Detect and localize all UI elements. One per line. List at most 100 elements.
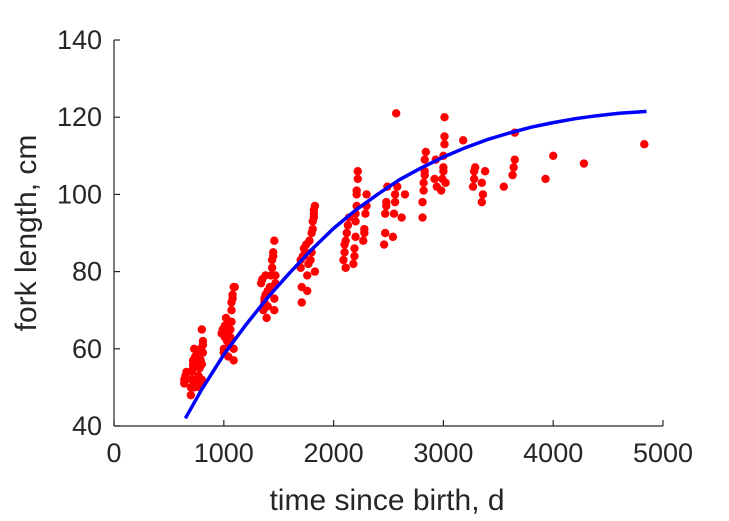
data-point bbox=[420, 155, 429, 164]
data-point bbox=[418, 213, 427, 222]
data-point bbox=[419, 178, 428, 188]
data-point bbox=[308, 224, 317, 234]
data-point bbox=[350, 244, 359, 253]
data-point bbox=[440, 132, 449, 141]
data-point bbox=[389, 209, 399, 218]
data-point bbox=[440, 140, 449, 149]
data-point bbox=[421, 147, 431, 157]
data-point bbox=[310, 267, 320, 276]
data-point bbox=[379, 240, 389, 249]
data-point bbox=[306, 255, 315, 265]
y-tick-label: 140 bbox=[57, 25, 102, 55]
y-tick-label: 120 bbox=[57, 102, 102, 132]
data-point bbox=[303, 286, 312, 296]
data-point bbox=[310, 201, 320, 211]
data-point bbox=[439, 163, 448, 172]
data-point bbox=[263, 302, 272, 311]
data-point bbox=[418, 197, 427, 207]
data-point bbox=[382, 197, 391, 207]
data-point bbox=[381, 209, 390, 218]
data-point bbox=[419, 186, 428, 195]
x-tick-label: 0 bbox=[106, 438, 121, 468]
data-point bbox=[197, 325, 207, 334]
data-point bbox=[469, 174, 479, 184]
data-point bbox=[388, 232, 398, 242]
x-axis-label: time since birth, d bbox=[269, 484, 504, 517]
data-point bbox=[229, 356, 238, 365]
data-point bbox=[198, 336, 208, 346]
data-point bbox=[226, 333, 235, 342]
data-point bbox=[305, 236, 314, 245]
data-point bbox=[303, 271, 312, 280]
data-point bbox=[262, 313, 271, 323]
data-point bbox=[430, 174, 439, 184]
data-point bbox=[226, 325, 235, 334]
data-point bbox=[390, 197, 400, 207]
x-tick-label: 1000 bbox=[194, 438, 254, 468]
ticks: 0 1000 2000 3000 4000 5000 40 60 80 100 120 140 bbox=[57, 25, 693, 468]
data-point bbox=[458, 136, 468, 145]
x-tick-label: 2000 bbox=[304, 438, 364, 468]
data-point bbox=[509, 163, 518, 172]
data-point bbox=[640, 140, 649, 149]
data-point bbox=[510, 155, 519, 164]
data-point bbox=[349, 259, 358, 269]
data-point bbox=[342, 228, 351, 238]
data-point bbox=[353, 174, 362, 184]
data-point bbox=[359, 236, 368, 245]
data-point bbox=[437, 186, 446, 195]
data-point bbox=[186, 390, 196, 400]
data-point bbox=[579, 159, 589, 168]
y-tick-label: 100 bbox=[57, 179, 102, 209]
data-point bbox=[230, 282, 239, 292]
data-point bbox=[343, 221, 353, 230]
fit-curve-group bbox=[183, 109, 647, 420]
x-tick-label: 5000 bbox=[633, 438, 693, 468]
x-tick-label: 4000 bbox=[523, 438, 583, 468]
data-point bbox=[297, 298, 306, 307]
data-point bbox=[499, 182, 508, 191]
data-point bbox=[361, 209, 370, 218]
y-tick-label: 60 bbox=[72, 334, 102, 364]
data-point bbox=[227, 306, 236, 315]
data-point bbox=[391, 109, 401, 118]
data-point bbox=[471, 163, 480, 172]
data-point bbox=[440, 113, 449, 122]
data-point bbox=[390, 190, 400, 199]
fit-curve bbox=[183, 109, 647, 420]
axes bbox=[113, 40, 663, 427]
y-tick-label: 40 bbox=[72, 411, 102, 441]
data-point bbox=[397, 213, 406, 222]
data-point bbox=[197, 360, 207, 369]
data-point bbox=[270, 294, 279, 303]
data-point bbox=[271, 271, 280, 280]
data-point bbox=[477, 178, 487, 188]
data-point bbox=[270, 306, 279, 315]
data-point bbox=[270, 236, 279, 245]
x-tick-label: 3000 bbox=[413, 438, 473, 468]
data-point bbox=[267, 263, 277, 272]
data-point bbox=[353, 167, 362, 176]
data-point bbox=[468, 182, 478, 191]
data-point bbox=[350, 251, 359, 261]
data-point bbox=[197, 375, 207, 384]
data-point bbox=[340, 248, 349, 257]
data-point bbox=[400, 190, 410, 199]
data-point bbox=[478, 190, 488, 199]
data-point bbox=[269, 248, 278, 257]
data-points bbox=[180, 109, 649, 400]
data-point bbox=[441, 178, 450, 188]
y-tick-label: 80 bbox=[72, 257, 102, 287]
data-point bbox=[477, 197, 487, 207]
data-point bbox=[351, 217, 360, 226]
data-point bbox=[341, 236, 350, 245]
data-point bbox=[541, 174, 550, 184]
data-point bbox=[341, 263, 350, 272]
data-point bbox=[360, 224, 369, 234]
data-point bbox=[480, 167, 490, 176]
data-point bbox=[352, 186, 361, 195]
data-point bbox=[339, 255, 348, 265]
data-point bbox=[351, 232, 360, 242]
data-point bbox=[198, 348, 208, 357]
